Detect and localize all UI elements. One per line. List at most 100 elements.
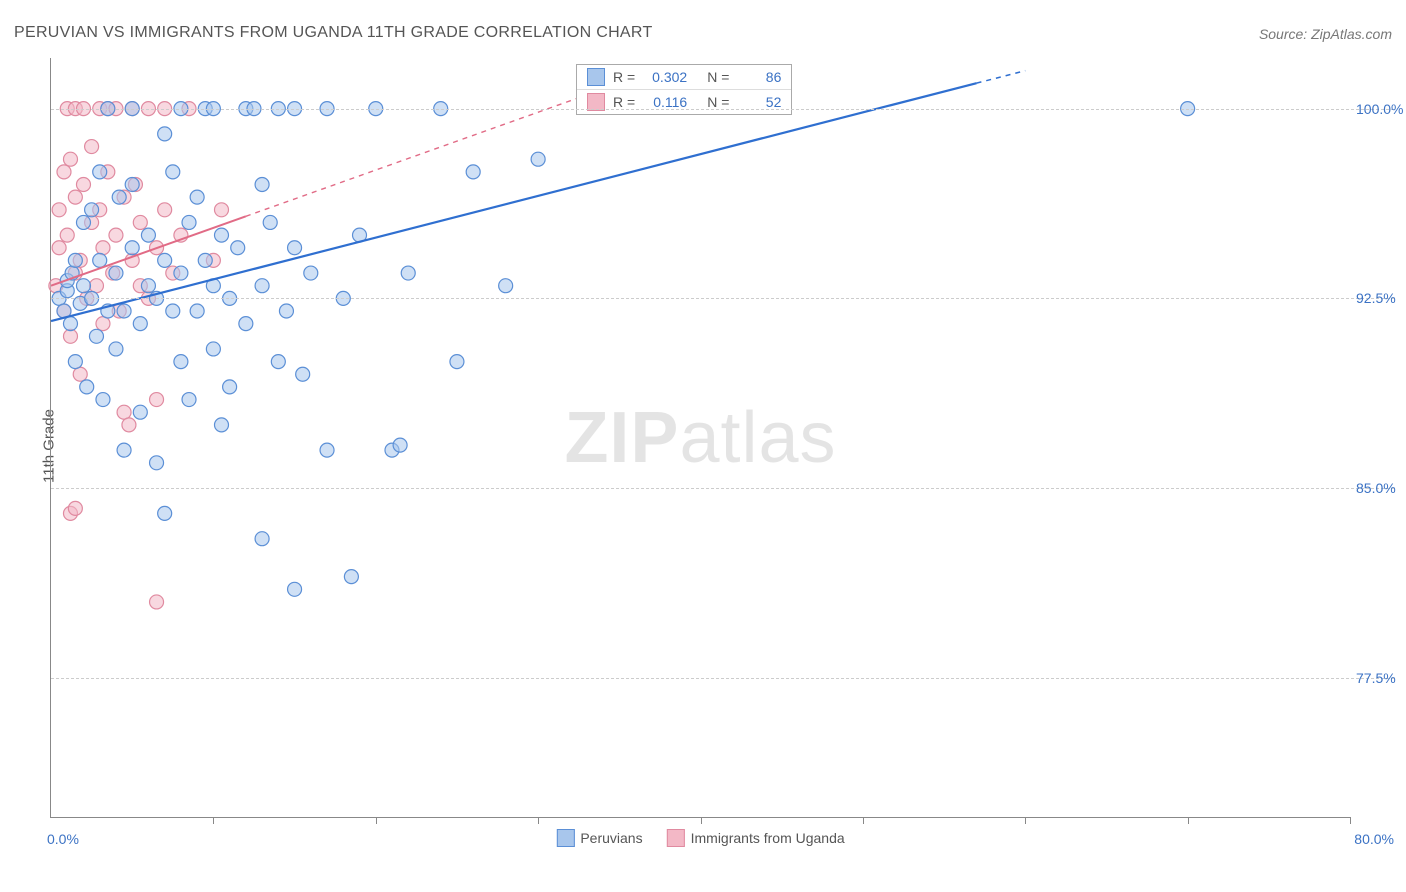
trend-line-extrapolated: [246, 83, 619, 216]
x-axis-max-label: 80.0%: [1354, 831, 1394, 847]
data-point: [73, 367, 87, 381]
trend-line: [51, 83, 977, 321]
gridline: [51, 678, 1394, 679]
data-point: [150, 595, 164, 609]
data-point: [133, 405, 147, 419]
data-point: [531, 152, 545, 166]
data-point: [158, 127, 172, 141]
data-point: [63, 317, 77, 331]
chart-title: PERUVIAN VS IMMIGRANTS FROM UGANDA 11TH …: [14, 24, 653, 42]
data-point: [214, 418, 228, 432]
data-point: [158, 253, 172, 267]
series-legend-label: Immigrants from Uganda: [691, 830, 845, 846]
data-point: [190, 304, 204, 318]
legend-r-value: 0.302: [643, 69, 687, 85]
x-tick: [701, 817, 702, 824]
legend-swatch-peruvians: [556, 829, 574, 847]
data-point: [112, 190, 126, 204]
data-point: [255, 279, 269, 293]
data-point: [499, 279, 513, 293]
data-point: [450, 355, 464, 369]
series-legend-item: Immigrants from Uganda: [667, 829, 845, 847]
source-label: Source: ZipAtlas.com: [1259, 26, 1392, 42]
data-point: [255, 178, 269, 192]
data-point: [344, 570, 358, 584]
legend-swatch-uganda: [667, 829, 685, 847]
data-point: [288, 582, 302, 596]
data-point: [57, 165, 71, 179]
legend-row: R = 0.302 N = 86: [577, 65, 791, 90]
data-point: [117, 304, 131, 318]
x-tick: [863, 817, 864, 824]
data-point: [60, 228, 74, 242]
data-point: [52, 203, 66, 217]
data-point: [68, 355, 82, 369]
scatter-svg: [51, 58, 1350, 817]
data-point: [133, 215, 147, 229]
data-point: [93, 253, 107, 267]
data-point: [263, 215, 277, 229]
data-point: [141, 228, 155, 242]
x-tick: [1350, 817, 1351, 824]
data-point: [239, 317, 253, 331]
data-point: [89, 279, 103, 293]
data-point: [255, 532, 269, 546]
data-point: [198, 253, 212, 267]
data-point: [206, 342, 220, 356]
data-point: [174, 355, 188, 369]
data-point: [109, 266, 123, 280]
data-point: [141, 279, 155, 293]
data-point: [150, 393, 164, 407]
data-point: [320, 443, 334, 457]
data-point: [125, 178, 139, 192]
data-point: [182, 393, 196, 407]
legend-r-value: 0.116: [643, 94, 687, 110]
data-point: [304, 266, 318, 280]
x-axis-min-label: 0.0%: [47, 831, 79, 847]
y-tick-label: 100.0%: [1356, 101, 1406, 117]
gridline: [51, 298, 1394, 299]
data-point: [466, 165, 480, 179]
data-point: [76, 178, 90, 192]
data-point: [96, 393, 110, 407]
legend-r-label: R =: [613, 94, 635, 110]
data-point: [89, 329, 103, 343]
data-point: [279, 304, 293, 318]
data-point: [158, 203, 172, 217]
data-point: [158, 506, 172, 520]
data-point: [133, 317, 147, 331]
x-tick: [538, 817, 539, 824]
data-point: [85, 203, 99, 217]
data-point: [68, 501, 82, 515]
data-point: [150, 456, 164, 470]
data-point: [63, 152, 77, 166]
data-point: [68, 253, 82, 267]
x-tick: [1188, 817, 1189, 824]
gridline: [51, 109, 1394, 110]
data-point: [93, 165, 107, 179]
data-point: [182, 215, 196, 229]
data-point: [401, 266, 415, 280]
data-point: [63, 329, 77, 343]
data-point: [117, 443, 131, 457]
data-point: [96, 241, 110, 255]
data-point: [109, 228, 123, 242]
legend-n-value: 86: [737, 69, 781, 85]
legend-n-label: N =: [707, 69, 729, 85]
series-legend: Peruvians Immigrants from Uganda: [556, 829, 844, 847]
x-tick: [376, 817, 377, 824]
data-point: [288, 241, 302, 255]
data-point: [271, 355, 285, 369]
gridline: [51, 488, 1394, 489]
y-tick-label: 77.5%: [1356, 670, 1406, 686]
data-point: [214, 228, 228, 242]
data-point: [190, 190, 204, 204]
data-point: [231, 241, 245, 255]
data-point: [125, 241, 139, 255]
x-tick: [1025, 817, 1026, 824]
data-point: [166, 165, 180, 179]
series-legend-label: Peruvians: [580, 830, 642, 846]
legend-r-label: R =: [613, 69, 635, 85]
data-point: [76, 215, 90, 229]
data-point: [80, 380, 94, 394]
